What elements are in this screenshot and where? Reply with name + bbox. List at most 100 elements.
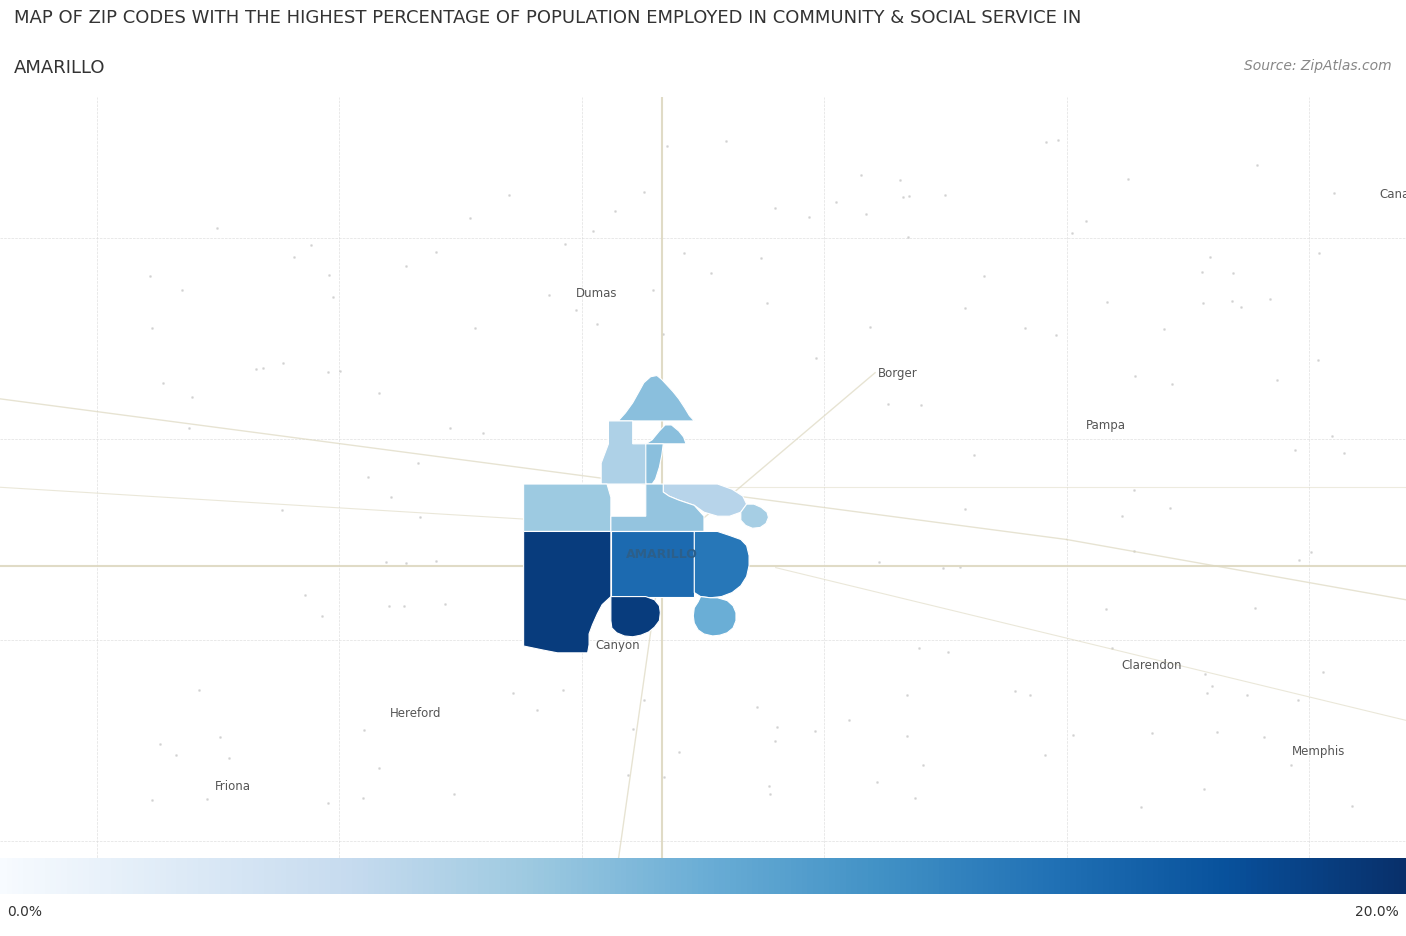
Point xyxy=(434,596,457,611)
Point xyxy=(375,555,398,570)
Point xyxy=(271,357,294,372)
Point xyxy=(585,317,607,332)
Point xyxy=(758,786,780,801)
Point xyxy=(209,729,232,744)
Polygon shape xyxy=(523,485,610,532)
Point xyxy=(897,189,920,204)
Point xyxy=(1341,799,1364,814)
Point xyxy=(172,284,194,299)
Text: Canyon: Canyon xyxy=(596,637,641,651)
Point xyxy=(141,321,163,336)
Point xyxy=(896,728,918,743)
Point xyxy=(367,386,389,401)
Point xyxy=(866,775,889,790)
Point xyxy=(551,683,574,698)
Point xyxy=(1062,727,1084,742)
Text: Dumas: Dumas xyxy=(575,286,617,300)
Point xyxy=(367,761,389,776)
Point xyxy=(1159,502,1181,517)
Point xyxy=(1019,688,1042,703)
Point xyxy=(633,694,655,709)
Point xyxy=(380,490,402,505)
Point xyxy=(1199,250,1222,265)
Polygon shape xyxy=(741,505,769,529)
Point xyxy=(395,259,418,274)
Point xyxy=(395,556,418,571)
Point xyxy=(1095,295,1118,310)
Point xyxy=(252,361,274,376)
Point xyxy=(1129,799,1152,814)
Polygon shape xyxy=(609,376,695,421)
Point xyxy=(643,283,665,298)
Point xyxy=(526,703,548,718)
Point xyxy=(1323,186,1346,201)
Point xyxy=(299,238,322,253)
Text: Memphis: Memphis xyxy=(1292,745,1346,757)
Point xyxy=(763,734,786,749)
Point xyxy=(1333,446,1355,461)
Point xyxy=(1288,553,1310,568)
Point xyxy=(668,744,690,759)
Point xyxy=(859,321,882,336)
Point xyxy=(963,447,986,462)
Point xyxy=(537,288,560,303)
Point xyxy=(617,768,640,782)
Polygon shape xyxy=(643,445,664,485)
Point xyxy=(896,688,918,703)
Point xyxy=(799,211,821,226)
Point xyxy=(311,609,333,624)
Point xyxy=(207,222,229,237)
Text: Hereford: Hereford xyxy=(391,706,441,719)
Point xyxy=(1014,321,1036,336)
Polygon shape xyxy=(693,597,735,636)
Point xyxy=(177,421,200,436)
Point xyxy=(1194,782,1216,797)
Point xyxy=(855,207,877,222)
Point xyxy=(889,173,911,188)
Text: 0.0%: 0.0% xyxy=(7,904,42,918)
Point xyxy=(294,589,316,604)
Polygon shape xyxy=(633,426,686,445)
Point xyxy=(187,683,209,698)
Point xyxy=(651,327,673,342)
Point xyxy=(1244,600,1267,615)
Point xyxy=(654,769,676,784)
Polygon shape xyxy=(523,421,645,485)
Point xyxy=(283,250,305,265)
Point xyxy=(498,188,520,203)
Point xyxy=(1140,725,1163,740)
Point xyxy=(897,230,920,245)
Point xyxy=(141,793,163,808)
Point xyxy=(318,268,340,283)
Point xyxy=(353,723,375,738)
Point xyxy=(699,267,721,282)
Polygon shape xyxy=(610,532,695,597)
Point xyxy=(605,204,627,219)
Point xyxy=(425,554,447,569)
Point xyxy=(1045,329,1067,344)
Point xyxy=(804,724,827,739)
Point xyxy=(554,237,576,252)
Point xyxy=(1279,758,1302,773)
Point xyxy=(1258,293,1281,308)
Point xyxy=(1320,429,1343,444)
Point xyxy=(357,470,380,485)
Point xyxy=(955,301,977,316)
Point xyxy=(329,364,352,379)
Point xyxy=(139,270,162,285)
Text: AMARILLO: AMARILLO xyxy=(626,548,697,561)
Point xyxy=(1123,370,1146,385)
Point xyxy=(582,225,605,240)
Point xyxy=(149,737,172,752)
Point xyxy=(1284,444,1306,459)
Polygon shape xyxy=(610,485,704,532)
Point xyxy=(907,641,929,656)
Point xyxy=(1122,544,1144,559)
Point xyxy=(1230,300,1253,314)
Point xyxy=(1306,353,1329,368)
Point xyxy=(1197,686,1219,701)
Point xyxy=(766,720,789,735)
Point xyxy=(758,779,780,794)
Polygon shape xyxy=(695,532,749,598)
Point xyxy=(633,185,655,200)
